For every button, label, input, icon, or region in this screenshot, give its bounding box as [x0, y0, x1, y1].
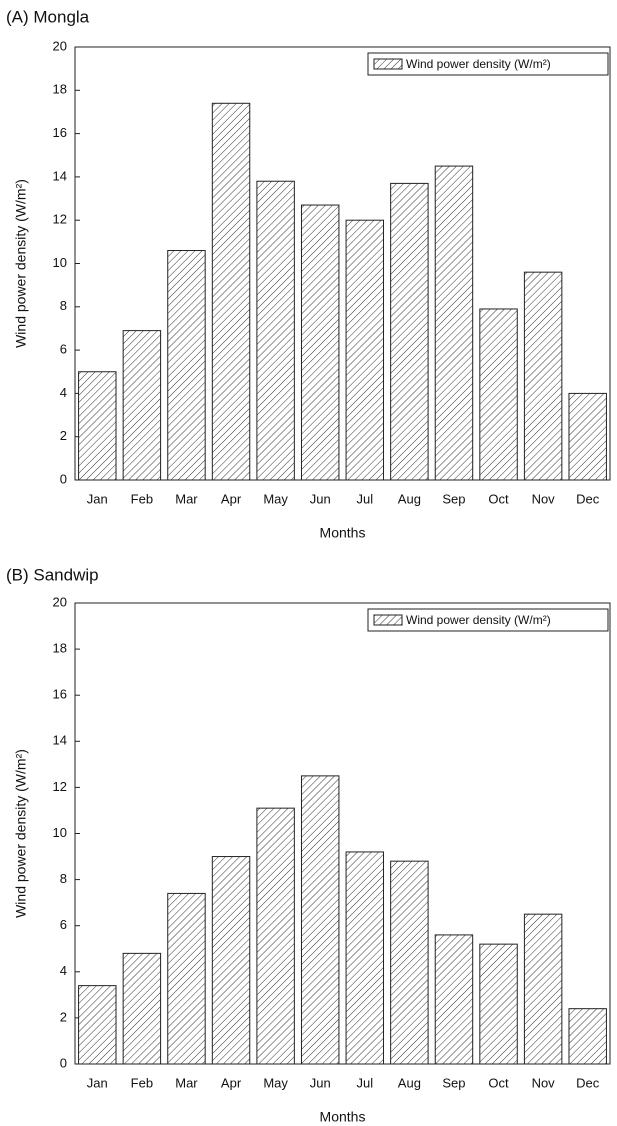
- y-tick-label: 0: [60, 1055, 67, 1070]
- x-tick-label: Sep: [442, 491, 465, 506]
- x-tick-label: Aug: [398, 1075, 421, 1090]
- bar: [479, 308, 518, 481]
- bar: [78, 371, 117, 481]
- y-tick-label: 8: [60, 871, 67, 886]
- y-tick-label: 4: [60, 963, 67, 978]
- bar: [390, 860, 429, 1065]
- y-tick-label: 8: [60, 298, 67, 313]
- bar: [479, 943, 518, 1065]
- x-tick-label: Feb: [131, 1075, 153, 1090]
- y-tick-label: 6: [60, 342, 67, 357]
- bar: [523, 913, 563, 1065]
- x-tick-label: Sep: [442, 1075, 465, 1090]
- x-tick-label: Jul: [356, 1075, 373, 1090]
- y-tick-label: 16: [53, 125, 67, 140]
- y-tick-label: 4: [60, 385, 67, 400]
- bar: [300, 775, 340, 1065]
- bar: [345, 851, 385, 1065]
- legend-label: Wind power density (W/m²): [406, 57, 551, 71]
- y-tick-label: 16: [53, 687, 67, 702]
- legend-box: [367, 52, 609, 76]
- bar: [122, 952, 162, 1065]
- x-tick-label: Feb: [131, 491, 153, 506]
- x-tick-label: Oct: [488, 491, 509, 506]
- y-tick-label: 12: [53, 779, 67, 794]
- bar: [434, 165, 474, 481]
- bar: [256, 807, 295, 1065]
- x-tick-label: Jun: [310, 491, 331, 506]
- x-tick-label: Aug: [398, 491, 421, 506]
- x-tick-label: Nov: [532, 491, 556, 506]
- bar: [167, 892, 206, 1065]
- y-tick-label: 20: [53, 594, 67, 609]
- bar: [167, 250, 206, 481]
- bar: [523, 271, 563, 481]
- x-axis-label: Months: [320, 525, 366, 541]
- bar: [390, 182, 429, 481]
- plot-frame: [74, 602, 611, 1065]
- legend-swatch: [373, 58, 403, 70]
- x-axis-label: Months: [320, 1109, 366, 1125]
- bar: [211, 856, 251, 1065]
- x-tick-label: May: [263, 491, 288, 506]
- bar: [568, 1008, 607, 1065]
- bar: [211, 102, 251, 481]
- legend-swatch: [373, 614, 403, 626]
- legend-box: [367, 608, 609, 632]
- y-tick-label: 18: [53, 82, 67, 97]
- y-tick-label: 12: [53, 212, 67, 227]
- y-tick-label: 2: [60, 428, 67, 443]
- y-tick-label: 10: [53, 825, 67, 840]
- y-axis-label: Wind power density (W/m²): [13, 179, 29, 348]
- plot-frame: [74, 46, 611, 481]
- bar: [78, 985, 117, 1065]
- bar: [568, 392, 607, 481]
- chart-title: (A) Mongla: [6, 7, 90, 26]
- bar: [122, 330, 162, 481]
- x-tick-label: Apr: [221, 491, 242, 506]
- x-tick-label: Nov: [532, 1075, 556, 1090]
- y-tick-label: 14: [53, 168, 67, 183]
- x-tick-label: Dec: [576, 491, 600, 506]
- x-tick-label: Apr: [221, 1075, 242, 1090]
- x-tick-label: Jul: [356, 491, 373, 506]
- x-tick-label: Jun: [310, 1075, 331, 1090]
- y-axis-label: Wind power density (W/m²): [13, 749, 29, 918]
- y-tick-label: 2: [60, 1009, 67, 1024]
- x-tick-label: Mar: [175, 1075, 198, 1090]
- y-tick-label: 0: [60, 471, 67, 486]
- y-tick-label: 6: [60, 917, 67, 932]
- x-tick-label: Mar: [175, 491, 198, 506]
- y-tick-label: 18: [53, 641, 67, 656]
- x-tick-label: May: [263, 1075, 288, 1090]
- legend-label: Wind power density (W/m²): [406, 613, 551, 627]
- bar: [345, 219, 385, 481]
- y-tick-label: 10: [53, 255, 67, 270]
- y-tick-label: 20: [53, 38, 67, 53]
- x-tick-label: Dec: [576, 1075, 600, 1090]
- x-tick-label: Oct: [488, 1075, 509, 1090]
- chart-title: (B) Sandwip: [6, 565, 99, 584]
- y-tick-label: 14: [53, 733, 67, 748]
- bar: [256, 180, 295, 481]
- x-tick-label: Jan: [87, 491, 108, 506]
- bar: [300, 204, 340, 481]
- bar: [434, 934, 474, 1065]
- x-tick-label: Jan: [87, 1075, 108, 1090]
